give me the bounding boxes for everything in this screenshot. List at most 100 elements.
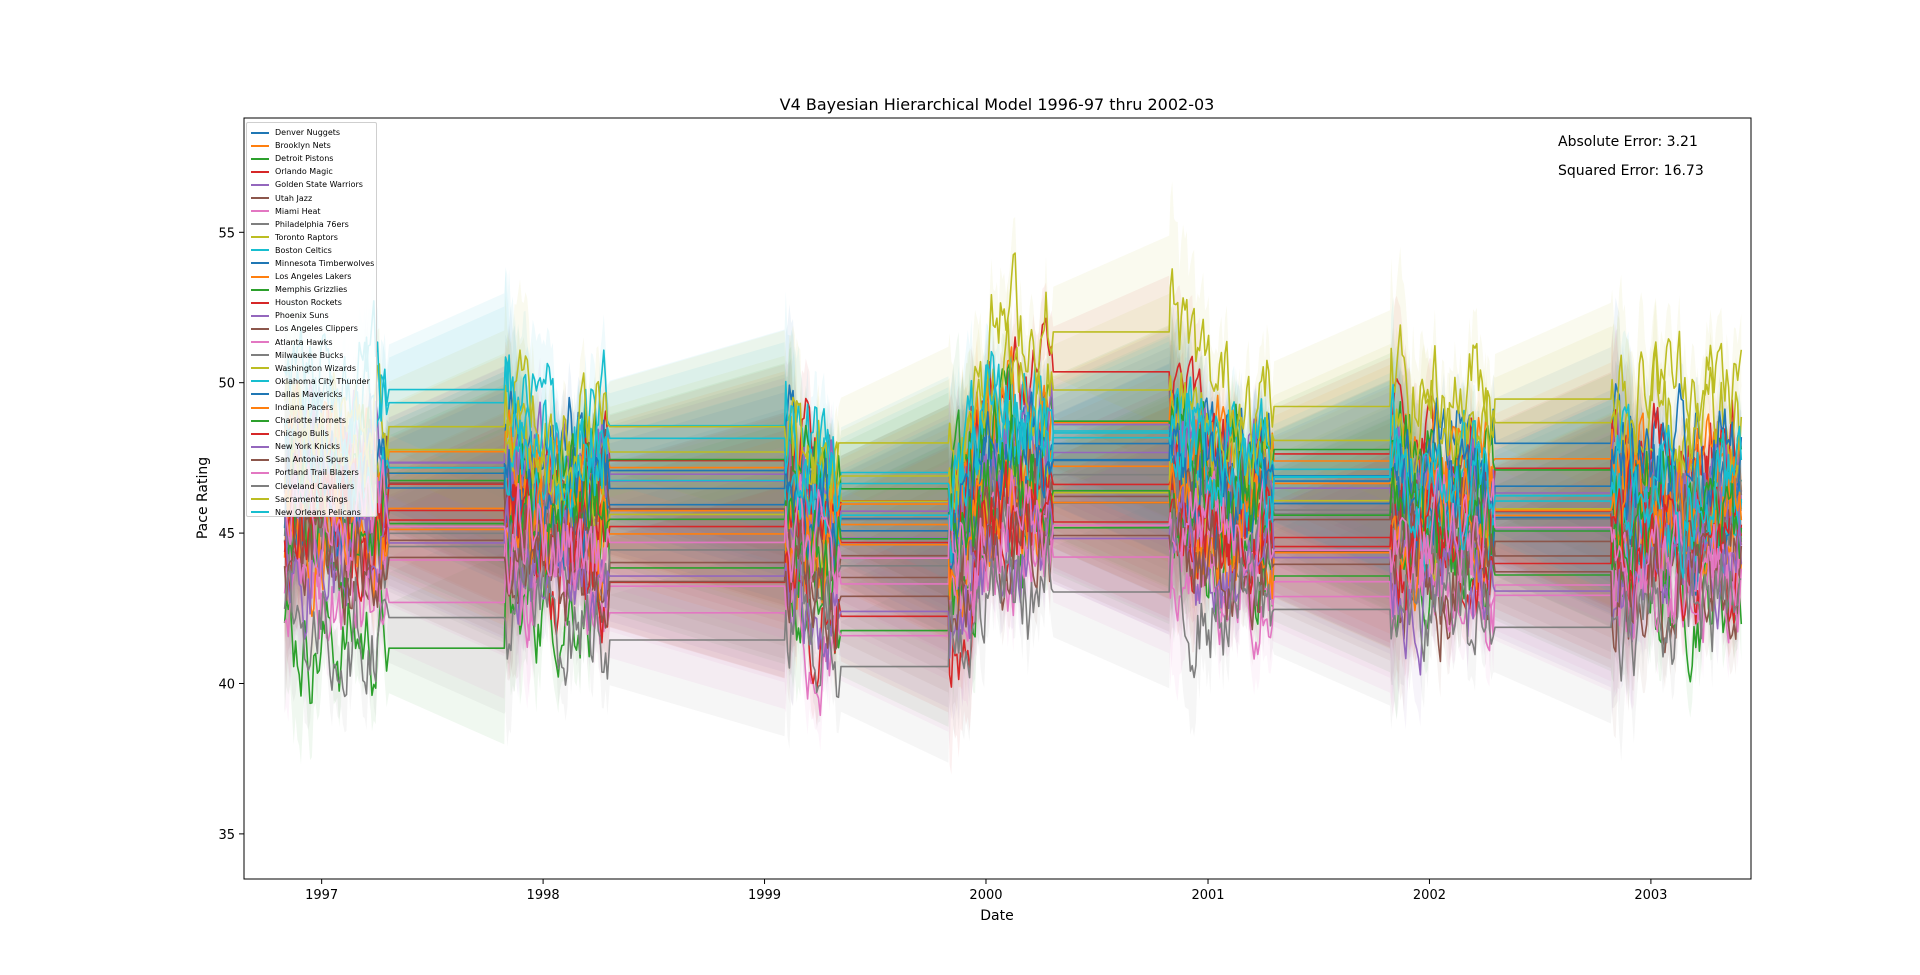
legend-swatch: [251, 419, 269, 422]
legend-entry: Utah Jazz: [251, 191, 372, 204]
legend-entry: Oklahoma City Thunder: [251, 375, 372, 388]
series-line-san-antonio-spurs: [283, 486, 1743, 663]
chart-title: V4 Bayesian Hierarchical Model 1996-97 t…: [780, 95, 1215, 114]
series-band: [284, 282, 1742, 595]
y-tick-label: 40: [218, 677, 235, 692]
series-band: [284, 436, 1742, 717]
series-band: [284, 336, 1742, 656]
series-band: [284, 313, 1742, 631]
legend-entry: San Antonio Spurs: [251, 453, 372, 466]
legend-entry: Toronto Raptors: [251, 231, 372, 244]
legend-entry: Atlanta Hawks: [251, 336, 372, 349]
legend-swatch: [251, 393, 269, 396]
x-tick-label: 2003: [1634, 888, 1667, 903]
legend-swatch: [251, 498, 269, 501]
legend-swatch: [251, 511, 269, 514]
legend-label: New Orleans Pelicans: [275, 507, 361, 517]
legend-label: Phoenix Suns: [275, 311, 329, 321]
series-band: [284, 275, 1742, 637]
series-line-new-orleans-pelicans: [283, 300, 1743, 579]
legend-swatch: [251, 367, 269, 370]
legend-label: Washington Wizards: [275, 363, 357, 373]
legend-entry: New York Knicks: [251, 440, 372, 453]
y-axis-ticks: 35 40 45 50 55: [218, 226, 244, 843]
legend-label: Golden State Warriors: [275, 180, 363, 190]
legend-entry: Memphis Grizzlies: [251, 283, 372, 296]
legend-swatch: [251, 354, 269, 357]
legend-swatch: [251, 432, 269, 435]
legend-swatch: [251, 144, 269, 147]
x-tick-label: 1997: [305, 888, 338, 903]
series-line-portland-trail-blazers: [284, 459, 1743, 641]
legend-entry: Philadelphia 76ers: [251, 218, 372, 231]
legend-swatch: [251, 275, 269, 278]
legend-entry: Washington Wizards: [251, 362, 372, 375]
legend-entry: Denver Nuggets: [251, 126, 372, 139]
series-band: [284, 306, 1742, 610]
absolute-error-annotation: Absolute Error: 3.21: [1558, 134, 1698, 150]
x-tick-label: 1998: [527, 888, 560, 903]
legend-label: Toronto Raptors: [275, 232, 338, 242]
legend-label: Utah Jazz: [275, 193, 313, 203]
legend-entry: Charlotte Hornets: [251, 414, 372, 427]
legend-label: Atlanta Hawks: [275, 337, 333, 347]
series-line-cleveland-cavaliers: [283, 508, 1742, 699]
legend-label: Sacramento Kings: [275, 494, 348, 504]
legend-entry: Chicago Bulls: [251, 427, 372, 440]
plot-frame: [243, 117, 1752, 880]
legend-swatch: [251, 485, 269, 488]
legend-entry: Minnesota Timberwolves: [251, 257, 375, 270]
legend-swatch: [251, 406, 269, 409]
legend-label: Los Angeles Lakers: [275, 272, 352, 282]
legend-label: Cleveland Cavaliers: [275, 481, 355, 491]
legend-swatch: [251, 288, 269, 291]
legend-entry: Cleveland Cavaliers: [251, 480, 372, 493]
legend-label: San Antonio Spurs: [275, 455, 349, 465]
legend-entry: Indiana Pacers: [251, 401, 372, 414]
legend-label: Oklahoma City Thunder: [275, 376, 370, 386]
legend-swatch: [251, 183, 269, 186]
legend-swatch: [251, 458, 269, 461]
legend-label: Detroit Pistons: [275, 154, 334, 164]
legend-swatch: [251, 314, 269, 317]
legend-entry: Phoenix Suns: [251, 309, 372, 322]
legend-swatch: [251, 471, 269, 474]
legend-swatch: [251, 197, 269, 200]
legend-label: Minnesota Timberwolves: [275, 258, 375, 268]
legend-label: Orlando Magic: [275, 167, 333, 177]
series-line-sacramento-kings: [283, 252, 1743, 501]
x-axis-ticks: 1997 1998 1999 2000 2001 2002 2003: [305, 879, 1667, 903]
x-axis-label: Date: [980, 908, 1013, 924]
legend-entry: New Orleans Pelicans: [251, 506, 372, 519]
legend-swatch: [251, 249, 269, 252]
legend: Denver Nuggets Brooklyn Nets Detroit Pisto…: [246, 122, 377, 517]
series-band: [284, 388, 1742, 671]
legend-label: Miami Heat: [275, 206, 321, 216]
legend-entry: Dallas Mavericks: [251, 388, 372, 401]
legend-label: Denver Nuggets: [275, 128, 341, 138]
legend-label: Boston Celtics: [275, 245, 332, 255]
x-tick-label: 1999: [748, 888, 781, 903]
x-tick-label: 2002: [1413, 888, 1446, 903]
legend-label: Charlotte Hornets: [275, 416, 347, 426]
legend-label: Indiana Pacers: [275, 403, 334, 413]
y-tick-label: 35: [218, 828, 235, 843]
legend-entry: Sacramento Kings: [251, 493, 372, 506]
legend-entry: Houston Rockets: [251, 296, 372, 309]
x-tick-label: 2001: [1191, 888, 1224, 903]
legend-swatch: [251, 445, 269, 448]
series-band: [284, 328, 1742, 618]
legend-entry: Miami Heat: [251, 205, 372, 218]
legend-swatch: [251, 380, 269, 383]
y-tick-label: 55: [218, 226, 235, 241]
legend-entry: Brooklyn Nets: [251, 139, 372, 152]
legend-entry: Boston Celtics: [251, 244, 372, 257]
legend-swatch: [251, 210, 269, 213]
series-band: [284, 297, 1742, 624]
y-tick-label: 45: [218, 527, 235, 542]
legend-swatch: [251, 327, 269, 330]
legend-label: Milwaukee Bucks: [275, 350, 344, 360]
series-band: [284, 414, 1742, 739]
legend-label: Houston Rockets: [275, 298, 342, 308]
